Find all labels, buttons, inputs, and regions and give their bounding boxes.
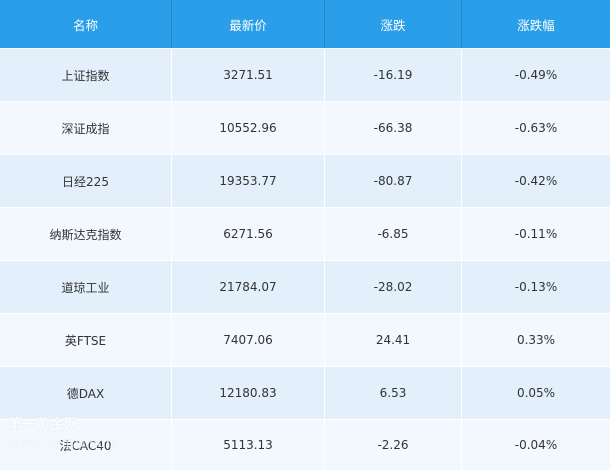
index-change-percent: 0.05% — [516, 386, 556, 400]
column-divider — [171, 155, 172, 207]
column-divider — [324, 102, 325, 154]
column-divider — [461, 208, 462, 260]
index-name: 日经225 — [62, 174, 109, 189]
header-name: 名称 — [72, 17, 98, 33]
index-name: 道琼工业 — [61, 280, 110, 295]
index-change: -66.38 — [373, 121, 413, 135]
index-change: 6.53 — [379, 386, 407, 400]
column-divider — [324, 261, 325, 313]
index-price: 6271.56 — [223, 227, 273, 241]
column-divider — [324, 314, 325, 366]
column-divider — [461, 0, 462, 48]
column-divider — [461, 261, 462, 313]
index-name: 上证指数 — [61, 68, 110, 83]
column-divider — [171, 367, 172, 419]
index-price: 7407.06 — [223, 333, 273, 347]
index-change: -2.26 — [377, 438, 409, 452]
index-change-percent: 0.33% — [516, 333, 556, 347]
column-divider — [461, 49, 462, 101]
table-header: 名称 最新价 涨跌 涨跌幅 — [0, 0, 610, 48]
index-change: -16.19 — [373, 68, 413, 82]
index-change-percent: -0.11% — [514, 227, 558, 241]
index-name: 深证成指 — [61, 121, 110, 136]
header-latest-price: 最新价 — [229, 17, 267, 33]
index-change: -28.02 — [373, 280, 413, 294]
table-row: 纳斯达克指数 6271.56 -6.85 -0.11% — [0, 208, 610, 261]
index-price: 21784.07 — [219, 280, 277, 294]
column-divider — [461, 155, 462, 207]
index-change: 24.41 — [375, 333, 411, 347]
table-row: 上证指数 3271.51 -16.19 -0.49% — [0, 49, 610, 102]
table-row: 日经225 19353.77 -80.87 -0.42% — [0, 155, 610, 208]
column-divider — [324, 420, 325, 470]
column-divider — [324, 208, 325, 260]
column-divider — [461, 314, 462, 366]
table-row: 英FTSE 7407.06 24.41 0.33% — [0, 314, 610, 367]
index-name: 法CAC40 — [59, 438, 112, 453]
index-name: 德DAX — [66, 386, 105, 401]
header-change-percent: 涨跌幅 — [517, 17, 555, 33]
column-divider — [171, 420, 172, 470]
column-divider — [324, 49, 325, 101]
column-divider — [324, 0, 325, 48]
column-divider — [461, 367, 462, 419]
header-change: 涨跌 — [380, 17, 406, 33]
column-divider — [171, 0, 172, 48]
index-change-percent: -0.42% — [514, 174, 558, 188]
column-divider — [461, 102, 462, 154]
index-price: 5113.13 — [223, 438, 273, 452]
index-change-percent: -0.04% — [514, 438, 558, 452]
table-row: 法CAC40 5113.13 -2.26 -0.04% — [0, 420, 610, 470]
column-divider — [171, 261, 172, 313]
column-divider — [171, 102, 172, 154]
index-change-percent: -0.49% — [514, 68, 558, 82]
index-change: -6.85 — [377, 227, 409, 241]
index-price: 19353.77 — [219, 174, 277, 188]
column-divider — [171, 49, 172, 101]
index-price: 12180.83 — [219, 386, 277, 400]
index-change-percent: -0.63% — [514, 121, 558, 135]
index-name: 英FTSE — [64, 333, 107, 348]
column-divider — [324, 155, 325, 207]
table-row: 德DAX 12180.83 6.53 0.05% — [0, 367, 610, 420]
index-change: -80.87 — [373, 174, 413, 188]
index-price: 10552.96 — [219, 121, 277, 135]
index-name: 纳斯达克指数 — [49, 227, 122, 242]
column-divider — [324, 367, 325, 419]
column-divider — [171, 314, 172, 366]
column-divider — [171, 208, 172, 260]
table-row: 道琼工业 21784.07 -28.02 -0.13% — [0, 261, 610, 314]
index-change-percent: -0.13% — [514, 280, 558, 294]
table-row: 深证成指 10552.96 -66.38 -0.63% — [0, 102, 610, 155]
column-divider — [461, 420, 462, 470]
index-price: 3271.51 — [223, 68, 273, 82]
